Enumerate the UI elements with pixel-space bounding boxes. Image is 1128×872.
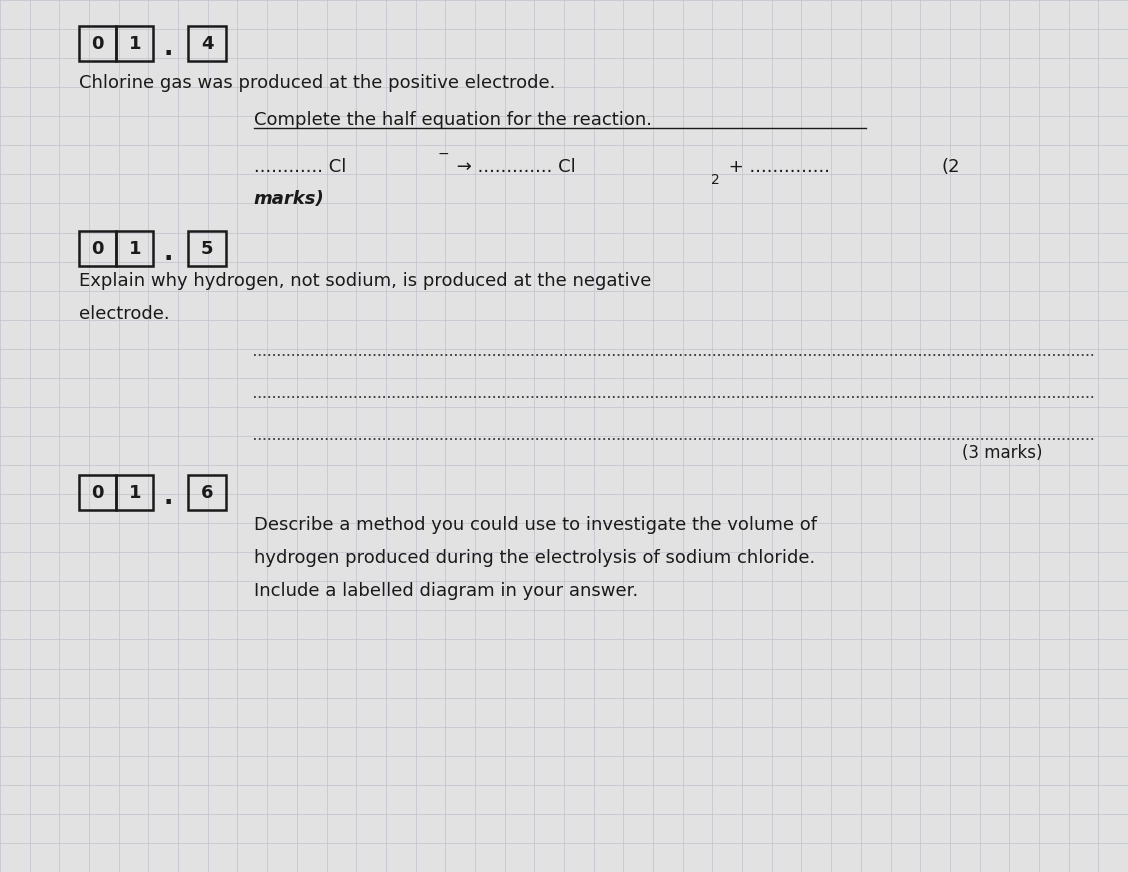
Text: hydrogen produced during the electrolysis of sodium chloride.: hydrogen produced during the electrolysi… [254, 549, 816, 567]
Text: + ..............: + .............. [723, 159, 830, 176]
Text: Describe a method you could use to investigate the volume of: Describe a method you could use to inves… [254, 516, 817, 534]
Text: .: . [164, 241, 173, 265]
Text: (3 marks): (3 marks) [962, 445, 1042, 462]
Text: 0: 0 [91, 35, 104, 52]
Text: 5: 5 [201, 240, 213, 257]
Text: marks): marks) [254, 190, 325, 208]
Text: .: . [164, 485, 173, 509]
Text: Include a labelled diagram in your answer.: Include a labelled diagram in your answe… [254, 582, 638, 600]
Text: electrode.: electrode. [79, 305, 169, 323]
Text: 0: 0 [91, 484, 104, 501]
Text: .: . [164, 36, 173, 60]
Text: Explain why hydrogen, not sodium, is produced at the negative: Explain why hydrogen, not sodium, is pro… [79, 272, 651, 290]
Text: → ............. Cl: → ............. Cl [451, 159, 576, 176]
Text: Chlorine gas was produced at the positive electrode.: Chlorine gas was produced at the positiv… [79, 74, 555, 92]
Text: 1: 1 [129, 484, 141, 501]
Text: 0: 0 [91, 240, 104, 257]
Text: 6: 6 [201, 484, 213, 501]
Text: Complete the half equation for the reaction.: Complete the half equation for the react… [254, 112, 652, 129]
Text: 4: 4 [201, 35, 213, 52]
Text: 1: 1 [129, 35, 141, 52]
Text: 2: 2 [711, 173, 720, 187]
Text: −: − [438, 146, 449, 160]
Text: ............ Cl: ............ Cl [254, 159, 346, 176]
Text: (2: (2 [942, 159, 960, 176]
Text: 1: 1 [129, 240, 141, 257]
